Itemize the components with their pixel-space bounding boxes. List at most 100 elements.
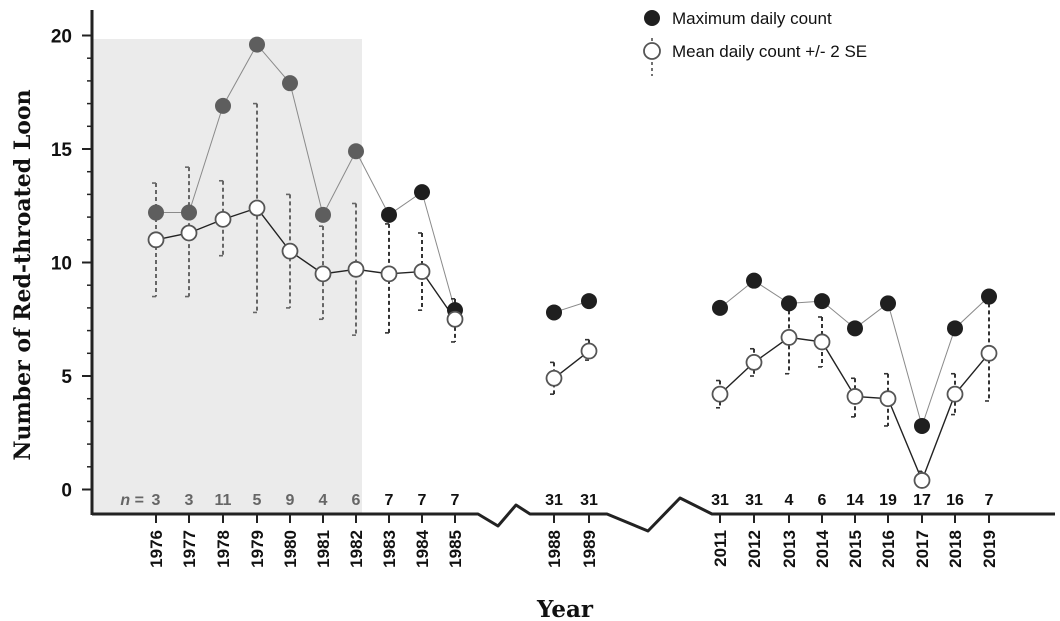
x-tick-label-1988: 1988	[545, 530, 564, 568]
mean-point-1983	[380, 265, 398, 283]
x-tick-label-1979: 1979	[248, 530, 267, 568]
mean-point-2015	[846, 388, 864, 405]
x-axis-broken-line	[92, 496, 1055, 533]
n-label-1978: 11	[215, 492, 232, 509]
y-tick-label: 0	[61, 481, 72, 502]
n-label-2017: 17	[913, 492, 931, 509]
max-point-2017	[914, 417, 930, 434]
x-tick-label-2016: 2016	[879, 530, 898, 568]
legend: Maximum daily count Mean daily count +/-…	[643, 9, 867, 76]
max-point-2011	[712, 299, 728, 316]
n-label-1984: 7	[418, 492, 427, 509]
mean-point-2018	[946, 385, 964, 403]
mean-point-2012	[745, 353, 763, 371]
max-point-1981	[315, 206, 331, 223]
x-tick-label-1982: 1982	[347, 530, 366, 568]
mean-series-line	[155, 207, 456, 320]
x-tick-label-2013: 2013	[780, 530, 799, 568]
n-symbol: n	[120, 492, 130, 509]
mean-point-1980	[281, 242, 299, 260]
max-point-1984	[414, 184, 430, 201]
n-label-2013: 4	[785, 492, 794, 509]
mean-point-2011	[711, 385, 729, 403]
n-label-1989: 31	[580, 492, 598, 509]
x-tick-label-2018: 2018	[946, 530, 965, 568]
n-label-1976: 3	[152, 492, 161, 509]
n-label-1977: 3	[185, 492, 194, 509]
mean-point-1981	[314, 265, 332, 283]
n-label-2015: 14	[846, 492, 864, 509]
n-label-2012: 31	[745, 492, 763, 509]
x-tick-label-1981: 1981	[314, 530, 333, 568]
mean-point-1976	[147, 231, 165, 249]
n-prefix: n =	[120, 492, 144, 509]
x-tick-label-1976: 1976	[147, 530, 166, 568]
x-axis-title: Year	[536, 596, 594, 621]
max-point-1983	[381, 206, 397, 223]
x-tick-label-2015: 2015	[846, 530, 865, 568]
max-point-1979	[249, 36, 265, 53]
mean-point-1984	[413, 263, 431, 280]
mean-point-2014	[813, 333, 831, 351]
y-tick-label: 20	[51, 27, 72, 48]
n-label-1988: 31	[545, 492, 563, 509]
mean-point-1989	[580, 342, 598, 360]
n-label-1981: 4	[319, 492, 328, 509]
x-ticks: 1976 1977 1978 1979 1980 1981 1982 1983 1984 1985…	[147, 514, 999, 568]
legend-mean-label: Mean daily count +/- 2 SE	[672, 42, 867, 61]
x-tick-label-1983: 1983	[380, 530, 399, 568]
mean-point-2019	[980, 344, 998, 362]
x-tick-label-1985: 1985	[446, 530, 465, 568]
mean-point-1988	[545, 369, 563, 387]
max-point-1982	[348, 143, 364, 160]
mean-point-2016	[879, 390, 897, 408]
n-label-1983: 7	[385, 492, 394, 509]
x-tick-label-2011: 2011	[711, 530, 730, 567]
max-point-1978	[215, 97, 231, 114]
mean-point-1979	[248, 199, 266, 217]
x-tick-label-2014: 2014	[813, 529, 832, 567]
mean-point-1985	[446, 310, 464, 328]
x-tick-label-2012: 2012	[745, 530, 764, 568]
max-point-2015	[847, 320, 863, 337]
y-tick-label: 5	[61, 367, 72, 388]
x-tick-label-1989: 1989	[580, 530, 599, 568]
max-point-1977	[181, 204, 197, 221]
x-tick-label-1978: 1978	[214, 530, 233, 568]
max-point-1976	[148, 204, 164, 221]
n-label-1982: 6	[352, 492, 361, 509]
max-point-1989	[581, 293, 597, 310]
mean-point-1977	[180, 224, 198, 242]
y-tick-label: 15	[51, 140, 73, 161]
n-label-2011: 31	[711, 492, 729, 509]
n-label-1979: 5	[253, 492, 262, 509]
max-series-line	[156, 43, 456, 311]
max-point-2018	[947, 320, 963, 337]
max-point-2014	[814, 293, 830, 310]
data-markers	[147, 36, 998, 489]
mean-point-2013	[780, 329, 798, 346]
legend-max-label: Maximum daily count	[672, 9, 832, 28]
y-axis-title: Number of Red-throated Loon	[10, 89, 36, 460]
x-tick-label-2017: 2017	[913, 530, 932, 568]
n-label-2019: 7	[985, 492, 994, 509]
mean-point-1982	[347, 260, 365, 278]
max-point-1988	[546, 304, 562, 321]
n-label-2016: 19	[879, 492, 897, 509]
n-label-2014: 6	[818, 492, 827, 509]
y-ticks: 0 5 10 15 20	[51, 27, 92, 502]
x-tick-label-2019: 2019	[980, 530, 999, 568]
max-point-2016	[880, 295, 896, 312]
max-point-2019	[981, 288, 997, 305]
mean-point-2017	[913, 472, 931, 489]
n-label-1985: 7	[451, 492, 460, 509]
x-tick-label-1977: 1977	[180, 530, 199, 568]
max-point-2012	[746, 272, 762, 289]
sample-size-labels: 3 3 11 5 9 4 6 7 7 7 31 31 31 31 4 6 14 19 17 16 7 n =	[120, 492, 993, 509]
x-tick-label-1984: 1984	[413, 529, 432, 567]
legend-max-marker	[644, 10, 660, 26]
max-point-2013	[781, 295, 797, 312]
y-tick-label: 10	[51, 254, 72, 275]
